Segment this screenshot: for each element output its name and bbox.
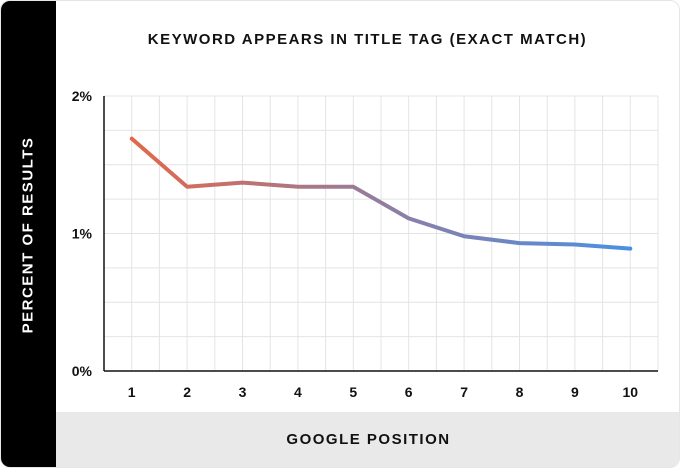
axes (103, 96, 658, 372)
x-tick-label: 4 (294, 384, 302, 400)
y-tick-label: 0% (72, 363, 93, 379)
x-tick-label: 2 (183, 384, 191, 400)
x-tick-label: 1 (128, 384, 136, 400)
grid (103, 95, 659, 372)
x-tick-label: 3 (239, 384, 247, 400)
x-axis-band: GOOGLE POSITION (56, 412, 679, 467)
x-tick-label: 6 (405, 384, 413, 400)
x-tick-label: 8 (516, 384, 524, 400)
x-tick-label: 9 (571, 384, 579, 400)
series-line (129, 136, 633, 251)
chart-title: KEYWORD APPEARS IN TITLE TAG (EXACT MATC… (147, 31, 588, 48)
tick-labels: 0% 1% 2% 1 2 3 4 5 6 7 8 9 10 (72, 88, 639, 400)
x-tick-label: 5 (349, 384, 357, 400)
y-axis-band: PERCENT OF RESULTS (1, 1, 56, 467)
x-axis-label: GOOGLE POSITION (286, 431, 451, 448)
x-tick-label: 7 (460, 384, 468, 400)
y-tick-label: 1% (72, 226, 93, 242)
series-line-group (129, 136, 633, 251)
x-tick-label: 10 (623, 384, 639, 400)
y-tick-label: 2% (72, 88, 93, 104)
